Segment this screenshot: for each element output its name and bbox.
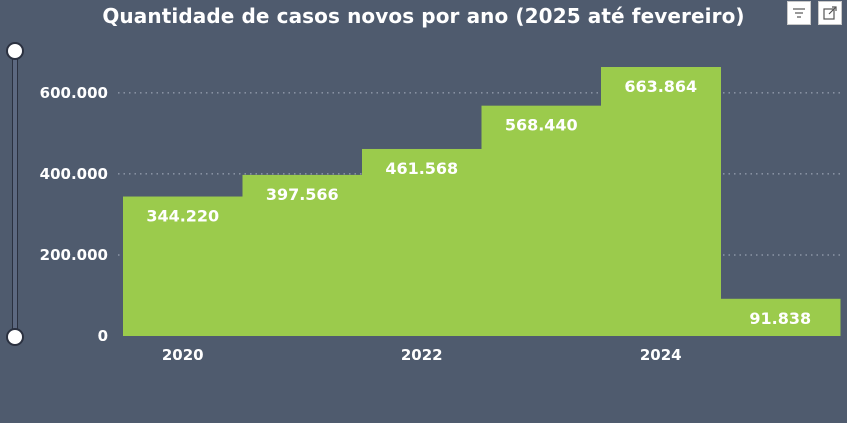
- bar: [601, 67, 721, 336]
- filter-icon-glyph: [793, 8, 805, 18]
- filter-icon[interactable]: [787, 1, 811, 25]
- y-tick-label: 400.000: [40, 165, 108, 183]
- x-tick-label: 2024: [640, 346, 682, 364]
- data-label: 344.220: [146, 207, 219, 226]
- bar: [720, 298, 841, 336]
- data-label: 568.440: [505, 116, 578, 135]
- bar: [123, 196, 243, 336]
- bar: [481, 105, 602, 336]
- bar: [242, 174, 363, 336]
- chart-title: Quantidade de casos novos por ano (2025 …: [102, 4, 745, 28]
- bar: [362, 148, 482, 336]
- x-tick-label: 2022: [401, 346, 443, 364]
- data-label: 461.568: [385, 159, 458, 178]
- x-tick-label: 2020: [162, 346, 204, 364]
- expand-icon[interactable]: [818, 1, 842, 25]
- y-tick-label: 0: [98, 327, 108, 345]
- expand-icon-glyph: [823, 6, 837, 20]
- data-label: 663.864: [624, 77, 697, 96]
- range-slider-handle-bottom[interactable]: [6, 328, 24, 346]
- range-slider-handle-top[interactable]: [6, 42, 24, 60]
- y-tick-label: 200.000: [40, 246, 108, 264]
- y-tick-label: 600.000: [40, 84, 108, 102]
- data-label: 397.566: [266, 185, 339, 204]
- data-label: 91.838: [749, 309, 811, 328]
